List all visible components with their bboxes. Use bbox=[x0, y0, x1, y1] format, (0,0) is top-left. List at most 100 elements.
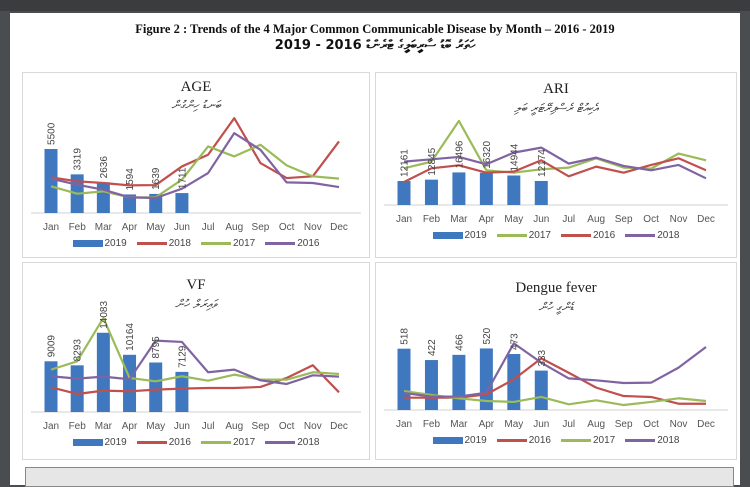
legend-item: 2016 bbox=[496, 435, 551, 446]
chart-panel-vf: Jan Feb Mar Apr May Jun Jul Aug Sep Oct Nov Dec 9009… bbox=[22, 262, 370, 460]
x-tick-label: Nov bbox=[304, 421, 322, 432]
chart-panel-ari: Jan Feb Mar Apr May Jun Jul Aug Sep Oct Nov Dec 1216… bbox=[375, 72, 737, 258]
data-label: 16496 bbox=[454, 140, 465, 168]
legend-swatch bbox=[432, 232, 463, 239]
figure-title-dhivehi: ހަތަރު ބޮޑު ސާރީބަލީގެ ޓްރެންޑް 2016 - 2… bbox=[274, 38, 476, 53]
chart-plot: Jan Feb Mar Apr May Jun Jul Aug Sep Oct Nov Dec 1216… bbox=[384, 119, 728, 225]
legend-label: 2016 bbox=[593, 230, 616, 241]
legend-swatch bbox=[496, 234, 527, 237]
chart-title: VF bbox=[186, 277, 206, 293]
legend-label: 2016 bbox=[168, 437, 191, 448]
x-tick-label: Feb bbox=[423, 419, 441, 430]
x-tick-label: Feb bbox=[69, 222, 87, 233]
bar-2019-jan bbox=[44, 148, 58, 213]
line-series-2017 bbox=[403, 389, 707, 407]
bar-2019-feb bbox=[424, 360, 438, 410]
legend-swatch bbox=[265, 242, 296, 245]
legend-item: 2019 bbox=[432, 230, 487, 241]
x-tick-label: Apr bbox=[122, 421, 138, 432]
bar-2019-mar bbox=[96, 332, 110, 412]
bar-2019-jun bbox=[534, 370, 548, 410]
x-tick-label: Sep bbox=[252, 222, 270, 233]
chart-plot: Jan Feb Mar Apr May Jun Jul Aug Sep Oct Nov Dec 518 4… bbox=[384, 327, 728, 430]
chart-legend: 2019 2018 2017 2016 bbox=[23, 238, 369, 249]
legend-label: 2018 bbox=[657, 435, 680, 446]
legend-item: 2017 bbox=[496, 230, 551, 241]
x-tick-label: May bbox=[146, 222, 165, 233]
chart-legend: 2019 2016 2017 2018 bbox=[23, 437, 369, 448]
line-series-2018 bbox=[403, 342, 707, 398]
line-series-2017 bbox=[50, 143, 340, 199]
legend-item: 2018 bbox=[625, 435, 680, 446]
x-tick-label: Jun bbox=[533, 214, 549, 225]
x-tick-label: Jun bbox=[174, 222, 190, 233]
bar-2019-may bbox=[507, 175, 521, 205]
legend-label: 2019 bbox=[104, 238, 127, 249]
data-label: 1594 bbox=[125, 168, 136, 191]
legend-swatch bbox=[136, 242, 167, 245]
legend-swatch bbox=[72, 439, 103, 446]
x-tick-label: Jul bbox=[562, 214, 575, 225]
chart-title: AGE bbox=[180, 79, 212, 95]
legend-item: 2017 bbox=[201, 437, 255, 448]
x-tick-label: Mar bbox=[95, 421, 113, 432]
bar-2019-apr bbox=[479, 172, 493, 205]
data-label: 5500 bbox=[47, 122, 58, 145]
legend-label: 2019 bbox=[464, 230, 487, 241]
line-series-2016 bbox=[50, 364, 340, 396]
legend-item: 2017 bbox=[561, 435, 615, 446]
chart-title: Dengue fever bbox=[515, 280, 597, 296]
legend-label: 2018 bbox=[297, 437, 320, 448]
x-tick-label: Jul bbox=[202, 222, 215, 233]
bar-2019-mar bbox=[452, 354, 466, 410]
bar-2019-apr bbox=[123, 194, 137, 213]
line-series-2017 bbox=[50, 316, 340, 383]
x-tick-label: Dec bbox=[330, 421, 348, 432]
figure-title: Figure 2 : Trends of the 4 Major Common … bbox=[135, 22, 615, 36]
data-label: 1711 bbox=[177, 167, 188, 189]
x-tick-label: Aug bbox=[225, 222, 243, 233]
x-tick-label: Dec bbox=[697, 419, 715, 430]
bar-2019-feb bbox=[70, 365, 84, 412]
data-label: 2636 bbox=[99, 156, 110, 179]
legend-item: 2018 bbox=[136, 238, 191, 249]
chart-title: ARI bbox=[543, 81, 569, 97]
x-tick-label: Jun bbox=[533, 419, 549, 430]
legend-swatch bbox=[201, 242, 231, 245]
chart-legend: 2019 2017 2016 2018 bbox=[376, 230, 736, 241]
x-tick-label: Nov bbox=[670, 419, 688, 430]
bar-2019-jan bbox=[44, 361, 58, 412]
x-tick-label: Jul bbox=[562, 419, 575, 430]
legend-item: 2016 bbox=[265, 238, 320, 249]
x-tick-label: Oct bbox=[643, 419, 659, 430]
chart-legend: 2019 2016 2017 2018 bbox=[376, 435, 736, 446]
x-tick-label: Feb bbox=[423, 214, 441, 225]
line-series-2018 bbox=[50, 339, 340, 386]
data-label: 473 bbox=[509, 333, 520, 350]
data-label: 422 bbox=[427, 339, 438, 356]
legend-swatch bbox=[265, 441, 296, 444]
legend-swatch bbox=[561, 439, 591, 442]
legend-swatch bbox=[72, 240, 103, 247]
bar-2019-mar bbox=[452, 172, 466, 205]
x-tick-label: Aug bbox=[587, 419, 605, 430]
x-tick-label: Nov bbox=[670, 214, 688, 225]
line-series-2016 bbox=[403, 157, 707, 183]
legend-label: 2019 bbox=[104, 437, 127, 448]
x-tick-label: Sep bbox=[615, 214, 633, 225]
line-series-2018 bbox=[403, 146, 707, 180]
legend-swatch bbox=[561, 234, 591, 237]
data-label: 14083 bbox=[99, 301, 110, 329]
legend-label: 2016 bbox=[528, 435, 551, 446]
bar-2019-apr bbox=[123, 354, 137, 412]
legend-swatch bbox=[625, 439, 656, 442]
chart-plot: Jan Feb Mar Apr May Jun Jul Aug Sep Oct Nov Dec 5500… bbox=[31, 117, 361, 233]
x-tick-label: Dec bbox=[330, 222, 348, 233]
legend-item: 2017 bbox=[201, 238, 255, 249]
chart-subtitle: ޑެންގީ ހުން bbox=[538, 300, 574, 314]
x-tick-label: Jan bbox=[43, 222, 59, 233]
x-tick-label: Oct bbox=[279, 222, 295, 233]
bar-2019-jan bbox=[397, 180, 411, 205]
x-tick-label: Jul bbox=[202, 421, 215, 432]
x-tick-label: Jan bbox=[43, 421, 59, 432]
